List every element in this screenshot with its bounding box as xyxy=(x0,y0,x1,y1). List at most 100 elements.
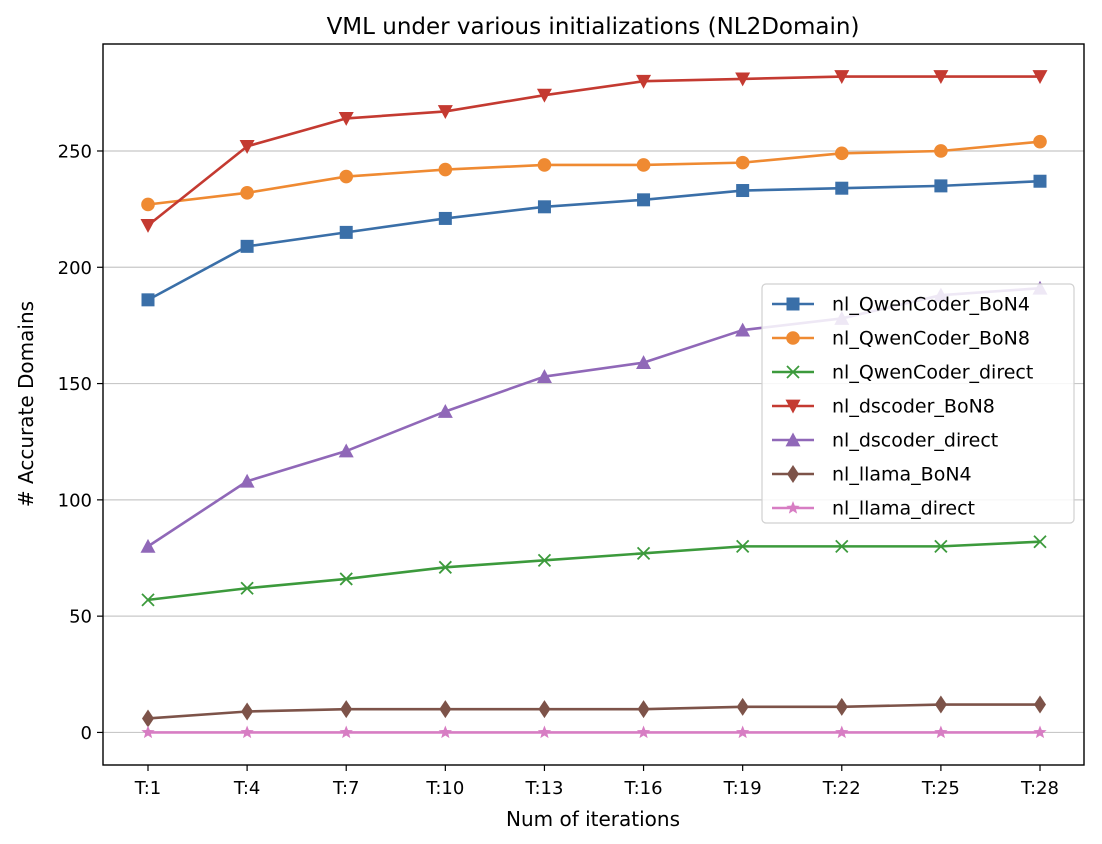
data-point xyxy=(736,184,750,198)
legend-label: nl_llama_BoN4 xyxy=(832,464,972,486)
data-point xyxy=(1033,725,1047,739)
legend-marker xyxy=(786,501,800,514)
legend-label: nl_dscoder_BoN8 xyxy=(832,396,995,418)
data-point xyxy=(637,700,650,719)
data-point xyxy=(636,546,651,560)
legend-item: nl_dscoder_direct xyxy=(772,430,998,452)
series-line xyxy=(147,179,1041,301)
data-point xyxy=(538,700,551,719)
data-point xyxy=(636,158,651,172)
legend-item: nl_llama_direct xyxy=(772,498,975,520)
data-point xyxy=(834,70,850,85)
data-point xyxy=(239,473,255,488)
x-tick-label: T:1 xyxy=(134,778,162,799)
x-axis-label: Num of iterations xyxy=(506,807,680,831)
legend-marker xyxy=(785,399,801,414)
data-point xyxy=(636,74,652,89)
data-point xyxy=(437,105,453,119)
data-point xyxy=(339,169,354,184)
legend-label: nl_QwenCoder_direct xyxy=(832,362,1033,384)
data-point xyxy=(340,700,353,719)
x-tick-label: T:19 xyxy=(723,778,762,799)
legend-label: nl_llama_direct xyxy=(832,498,975,520)
legend-label: nl_QwenCoder_BoN4 xyxy=(832,294,1030,316)
series-nl_llama_BoN4 xyxy=(142,695,1046,728)
legend-item: nl_QwenCoder_BoN8 xyxy=(772,328,1030,350)
data-point xyxy=(140,219,156,233)
data-point xyxy=(934,144,948,158)
data-point xyxy=(735,322,751,337)
data-point xyxy=(438,560,452,574)
data-point xyxy=(934,695,947,714)
legend-marker xyxy=(785,432,801,447)
data-point xyxy=(240,725,254,739)
y-tick-label: 200 xyxy=(58,258,92,279)
series-nl_QwenCoder_BoN4 xyxy=(141,174,1047,307)
data-point xyxy=(1033,174,1047,188)
data-point xyxy=(934,539,948,554)
data-point xyxy=(736,725,750,739)
data-point xyxy=(636,725,651,739)
data-point xyxy=(536,369,552,383)
data-point xyxy=(141,725,155,739)
x-tick-label: T:4 xyxy=(233,778,261,799)
series-line xyxy=(147,703,1040,720)
legend-item: nl_QwenCoder_direct xyxy=(772,362,1033,384)
data-point xyxy=(438,162,453,177)
x-tick-label: T:10 xyxy=(425,778,464,799)
data-point xyxy=(1034,695,1046,714)
x-tick-label: T:22 xyxy=(822,778,861,799)
data-point xyxy=(141,197,155,212)
data-point xyxy=(1033,535,1047,549)
series-line xyxy=(147,140,1041,206)
legend-marker xyxy=(786,331,800,345)
data-point xyxy=(438,211,452,225)
data-point xyxy=(1032,70,1048,85)
data-point xyxy=(536,88,552,103)
legend-label: nl_QwenCoder_BoN8 xyxy=(832,328,1030,350)
series-line xyxy=(147,540,1041,602)
data-point xyxy=(835,181,849,195)
series-line xyxy=(147,75,1040,227)
data-point xyxy=(438,725,452,739)
legend-marker xyxy=(787,465,799,483)
x-tick-label: T:7 xyxy=(332,778,360,799)
data-point xyxy=(240,186,254,200)
data-point xyxy=(1033,134,1047,149)
data-point xyxy=(835,725,849,739)
y-axis-label: # Accurate Domains xyxy=(14,301,38,507)
data-point xyxy=(736,539,750,554)
data-point xyxy=(835,539,849,554)
data-point xyxy=(437,403,453,418)
y-tick-label: 0 xyxy=(81,723,92,744)
data-point xyxy=(637,193,651,207)
legend-marker xyxy=(786,297,800,311)
plot-frame xyxy=(102,43,1085,766)
legend-item: nl_llama_BoN4 xyxy=(772,464,972,486)
legend-item: nl_dscoder_BoN8 xyxy=(772,396,995,418)
data-point xyxy=(537,158,552,172)
data-point xyxy=(141,293,155,307)
data-point xyxy=(835,697,848,716)
data-point xyxy=(140,538,156,553)
data-point xyxy=(636,355,652,370)
series-nl_llama_direct xyxy=(141,725,1047,739)
y-tick-label: 100 xyxy=(58,490,92,511)
data-point xyxy=(735,72,751,87)
series-nl_dscoder_BoN8 xyxy=(140,70,1048,233)
y-tick-label: 150 xyxy=(58,374,92,395)
data-point xyxy=(339,725,353,739)
data-point xyxy=(339,572,353,586)
data-point xyxy=(735,155,750,170)
data-point xyxy=(934,179,948,193)
x-tick-label: T:25 xyxy=(921,778,960,799)
y-tick-label: 250 xyxy=(58,141,92,162)
data-point xyxy=(933,70,949,85)
data-point xyxy=(240,239,254,253)
data-point xyxy=(142,709,154,728)
data-point xyxy=(537,553,552,567)
data-point xyxy=(141,593,155,607)
data-point xyxy=(834,146,849,161)
data-point xyxy=(736,697,749,716)
